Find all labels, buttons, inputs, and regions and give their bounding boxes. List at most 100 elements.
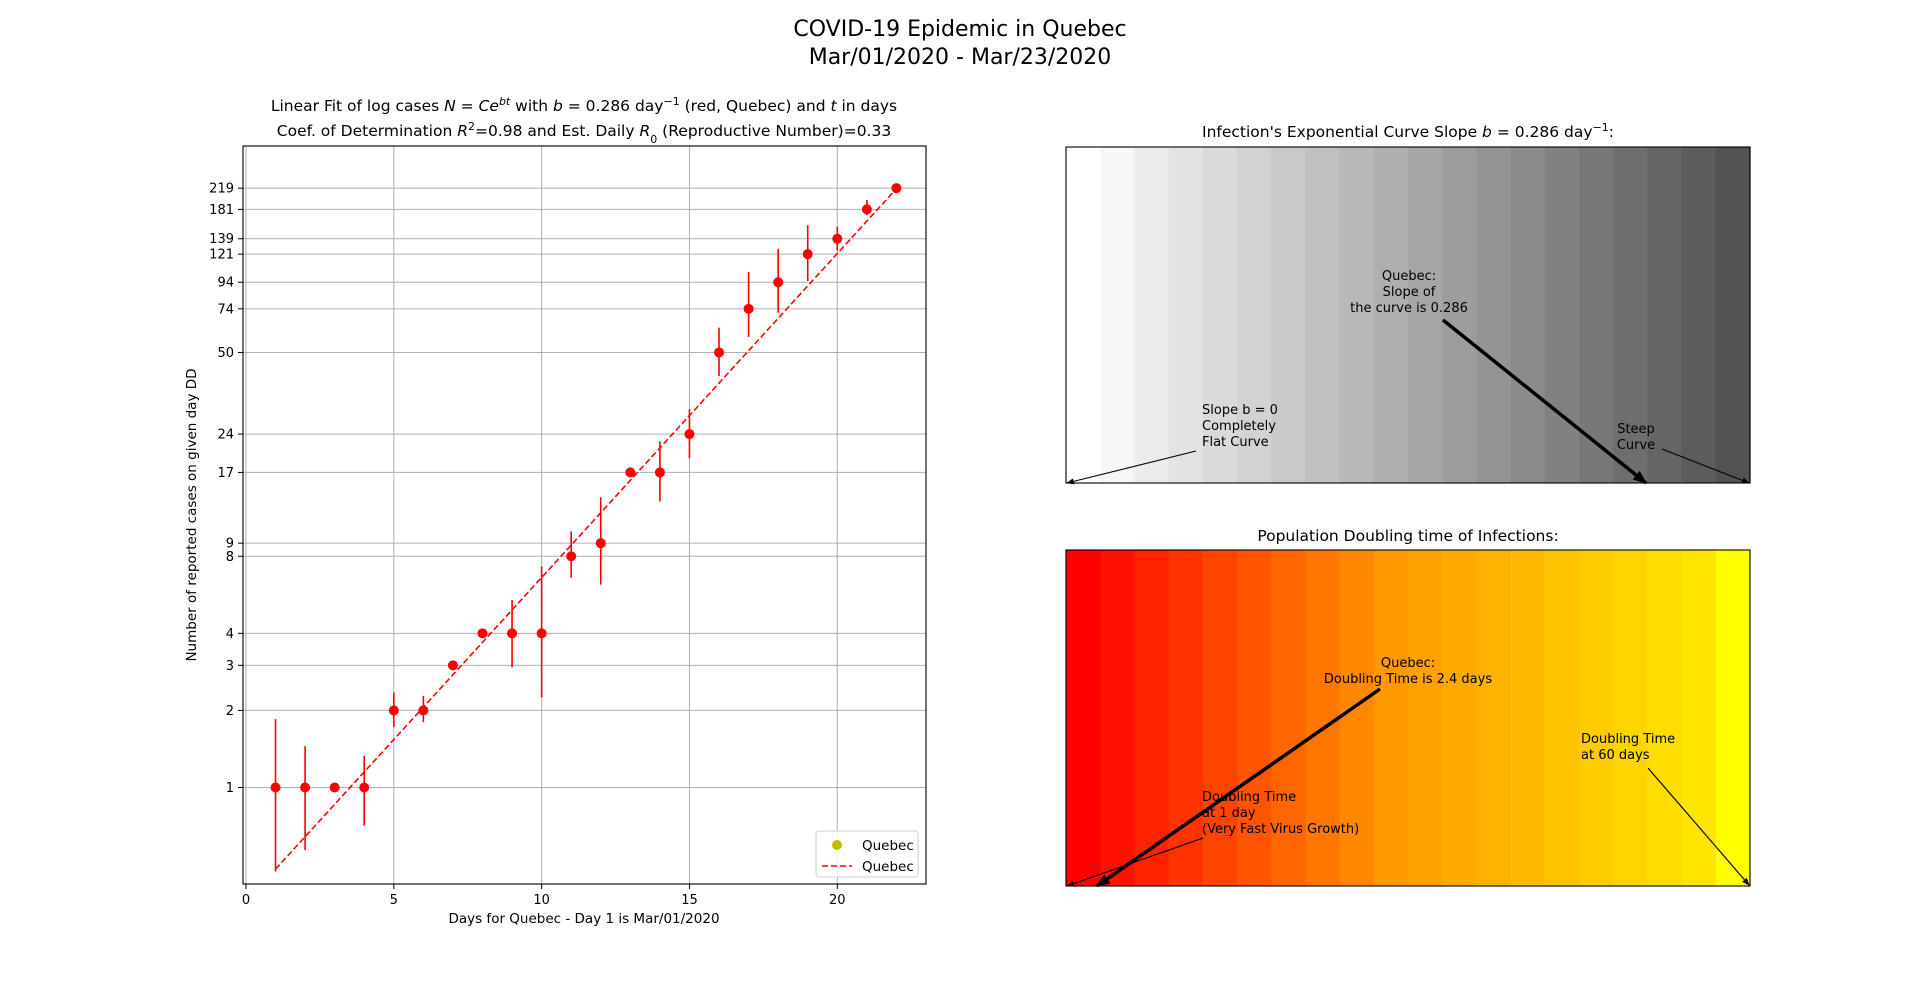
- doubling-band: [1544, 550, 1580, 886]
- fit-line-group: [274, 188, 898, 870]
- slope-band: [1715, 147, 1751, 483]
- scatter-y-axis-label: Number of reported cases on given day DD: [184, 368, 200, 661]
- doubling-annotation-60days: Doubling Time at 60 days: [1581, 732, 1675, 763]
- slope-band: [1305, 147, 1341, 483]
- slope-panel: Infection's Exponential Curve Slope b = …: [1065, 121, 1751, 485]
- doubling-band: [1168, 550, 1204, 886]
- slope-band: [1476, 147, 1512, 483]
- doubling-band: [1305, 550, 1341, 886]
- slope-band: [1237, 147, 1272, 483]
- slope-band: [1066, 147, 1101, 483]
- doubling-band: [1442, 550, 1477, 886]
- data-point: [684, 429, 695, 440]
- y-tick-label: 24: [217, 428, 234, 443]
- doubling-60days-arrow: [1647, 767, 1750, 886]
- scatter-plot-frame: [242, 145, 927, 885]
- slope-band: [1134, 147, 1170, 483]
- slope-band: [1544, 147, 1580, 483]
- data-point: [270, 782, 281, 793]
- y-tick-label: 121: [209, 248, 234, 263]
- x-tick-label: 5: [390, 893, 398, 908]
- doubling-panel-title: Population Doubling time of Infections:: [1257, 527, 1558, 545]
- annotation-line: at 1 day: [1202, 806, 1256, 821]
- y-tick-label: 181: [209, 203, 234, 218]
- slope-band: [1339, 147, 1375, 483]
- data-point: [714, 347, 725, 358]
- y-tick-label: 50: [217, 346, 234, 361]
- slope-band: [1442, 147, 1477, 483]
- annotation-line: Slope b = 0: [1202, 403, 1278, 418]
- y-tick-label: 8: [226, 550, 234, 565]
- slope-band: [1647, 147, 1683, 483]
- y-tick-label: 4: [226, 627, 234, 642]
- y-tick-label: 219: [209, 182, 234, 197]
- figure-title-line2: Mar/01/2020 - Mar/23/2020: [809, 45, 1112, 70]
- y-tick-label: 1: [226, 781, 234, 796]
- data-point: [507, 628, 518, 639]
- slope-band: [1373, 147, 1409, 483]
- doubling-gradient-bands: [1066, 550, 1751, 886]
- x-tick-label: 10: [533, 893, 550, 908]
- doubling-band: [1202, 550, 1238, 886]
- scatter-grid: [243, 146, 926, 884]
- data-point: [536, 628, 547, 639]
- slope-panel-title: Infection's Exponential Curve Slope b = …: [1202, 121, 1614, 142]
- y-tick-label: 2: [226, 704, 234, 719]
- doubling-band: [1237, 550, 1272, 886]
- y-tick-label: 9: [226, 537, 234, 552]
- doubling-band: [1681, 550, 1717, 886]
- slope-band: [1100, 147, 1135, 483]
- scatter-title-line2: Coef. of Determination R2=0.98 and Est. …: [277, 120, 891, 146]
- y-tick-label: 3: [226, 659, 234, 674]
- slope-quebec-arrow: [1441, 318, 1648, 485]
- error-bars: [274, 199, 868, 872]
- slope-panel-frame: [1065, 146, 1751, 484]
- annotation-line: Curve: [1617, 438, 1655, 453]
- data-point: [595, 538, 606, 549]
- data-point: [388, 705, 399, 716]
- slope-band: [1408, 147, 1443, 483]
- annotation-line: Doubling Time: [1581, 732, 1675, 747]
- y-tick-label: 94: [217, 276, 234, 291]
- slope-gradient-bands: [1066, 147, 1751, 483]
- slope-band: [1681, 147, 1717, 483]
- annotation-line: Quebec:: [1382, 269, 1436, 284]
- scatter-x-axis-label: Days for Quebec - Day 1 is Mar/01/2020: [448, 911, 719, 927]
- data-point: [300, 782, 311, 793]
- doubling-annotation-1day: Doubling Time at 1 day(Very Fast Virus G…: [1202, 790, 1359, 837]
- x-tick-label: 15: [681, 893, 698, 908]
- slope-band: [1202, 147, 1238, 483]
- data-point: [891, 183, 902, 194]
- slope-band: [1271, 147, 1306, 483]
- scatter-panel: Linear Fit of log cases N = Cebt with b …: [184, 95, 927, 927]
- data-point: [329, 782, 340, 793]
- doubling-band: [1408, 550, 1443, 886]
- legend-marker-dot: [832, 840, 842, 850]
- annotation-line: Slope of: [1383, 285, 1436, 300]
- doubling-band: [1579, 550, 1614, 886]
- x-tick-label: 0: [242, 893, 250, 908]
- data-point: [477, 628, 488, 639]
- legend-label-points: Quebec: [862, 838, 914, 854]
- doubling-annotation-quebec: Quebec:Doubling Time is 2.4 days: [1324, 656, 1492, 687]
- doubling-band: [1134, 550, 1170, 886]
- y-tick-label: 74: [217, 302, 234, 317]
- fit-line: [274, 188, 898, 870]
- data-point: [743, 303, 754, 314]
- slope-band: [1579, 147, 1614, 483]
- annotation-line: Doubling Time: [1202, 790, 1296, 805]
- slope-band: [1613, 147, 1648, 483]
- data-point: [625, 467, 636, 478]
- doubling-band: [1476, 550, 1512, 886]
- doubling-band: [1647, 550, 1683, 886]
- doubling-band: [1339, 550, 1375, 886]
- x-tick-label: 20: [829, 893, 846, 908]
- data-point: [861, 204, 872, 215]
- slope-flat-arrow: [1066, 450, 1197, 485]
- data-point: [418, 705, 429, 716]
- y-tick-label: 139: [209, 232, 234, 247]
- doubling-band: [1066, 550, 1101, 886]
